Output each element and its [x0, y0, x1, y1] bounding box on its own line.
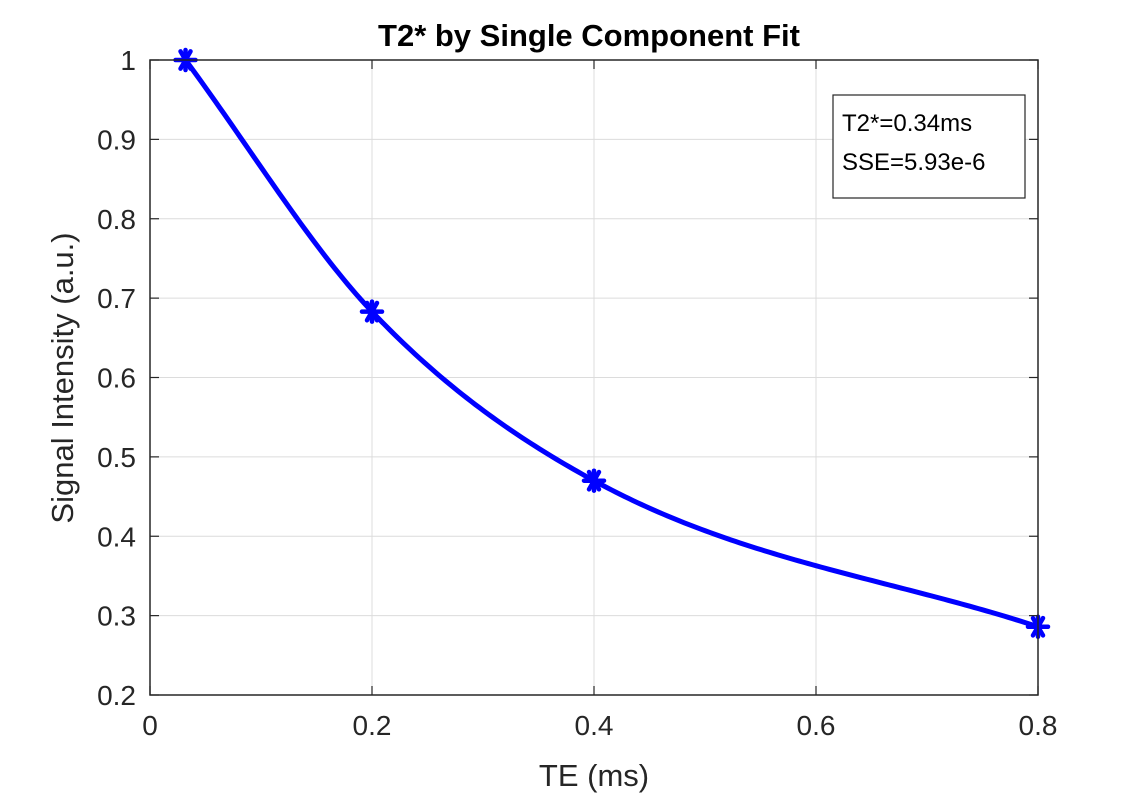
x-tick-label: 0.4	[575, 710, 614, 741]
legend-sse: SSE=5.93e-6	[842, 149, 985, 176]
y-tick-label: 0.3	[97, 601, 136, 632]
legend-frame	[832, 94, 1026, 199]
y-tick-labels: 0.2 0.3 0.4 0.5 0.6 0.7 0.8 0.9 1	[97, 45, 136, 711]
data-point-marker	[359, 299, 385, 324]
data-point-marker	[581, 468, 607, 493]
axis-ticks	[149, 59, 1039, 696]
x-tick-label: 0	[142, 710, 158, 741]
legend-t2star: T2*=0.34ms	[842, 110, 972, 137]
y-tick-label: 0.2	[97, 680, 136, 711]
fit-curve	[183, 58, 1039, 630]
y-tick-label: 0.9	[97, 124, 136, 155]
y-axis-label: Signal Intensity (a.u.)	[45, 232, 80, 523]
legend-box: T2*=0.34ms SSE=5.93e-6	[832, 94, 1026, 199]
x-tick-labels: 0 0.2 0.4 0.6 0.8	[142, 710, 1057, 741]
fit-curve-group	[183, 58, 1039, 630]
y-tick-label: 0.7	[97, 283, 136, 314]
x-tick-label: 0.2	[353, 710, 392, 741]
x-axis-label: TE (ms)	[539, 758, 649, 793]
y-tick-label: 0.4	[97, 521, 136, 552]
y-tick-label: 0.8	[97, 204, 136, 235]
y-tick-label: 0.6	[97, 363, 136, 394]
y-tick-label: 1	[120, 45, 136, 76]
x-tick-label: 0.6	[797, 710, 836, 741]
x-tick-label: 0.8	[1019, 710, 1058, 741]
chart-title: T2* by Single Component Fit	[378, 18, 800, 53]
grid-lines	[150, 60, 1038, 695]
y-tick-label: 0.5	[97, 442, 136, 473]
